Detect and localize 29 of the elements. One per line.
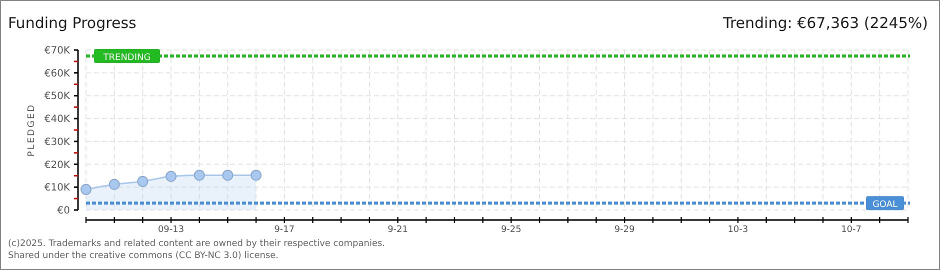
x-tick-label: 9-25 (500, 225, 522, 235)
y-tick-label: €50K (44, 91, 70, 102)
y-tick-label: €30K (44, 136, 70, 148)
x-tick-label: 9-17 (274, 225, 295, 235)
point (80, 184, 92, 195)
text: Shared under the creative commons (CC BY-NC 3.0) license. (8, 251, 279, 261)
point (222, 170, 234, 181)
y-tick-label: €10K (44, 182, 70, 194)
x-tick-label: 9-29 (614, 225, 636, 235)
x-tick-label: 10-7 (841, 225, 862, 235)
y-tick-label: €60K (44, 68, 70, 80)
text: (c)2025. Trademarks and related content are owned by their respective companies. (8, 239, 386, 249)
x-tick-label: 10-3 (728, 225, 748, 235)
point (250, 170, 262, 181)
point (166, 170, 177, 182)
y-tick-label: €70K (44, 46, 70, 56)
chart-title: Funding Progress (8, 14, 137, 32)
y-tick-label: €0 (57, 206, 70, 216)
y-tick-label: €20K (44, 160, 70, 171)
y-axis-title: PLEDGED (27, 103, 37, 157)
point (137, 176, 148, 187)
point (194, 170, 205, 181)
point (108, 178, 120, 190)
y-tick-label: €40K (44, 114, 70, 126)
x-tick-label: 9-21 (388, 225, 408, 235)
ref-line-label: TRENDING (102, 53, 151, 64)
ref-line-label: GOAL (872, 200, 898, 210)
x-tick-label: 09-13 (158, 225, 184, 235)
chart-subtitle: Trending: €67,363 (2245%) (722, 14, 928, 32)
